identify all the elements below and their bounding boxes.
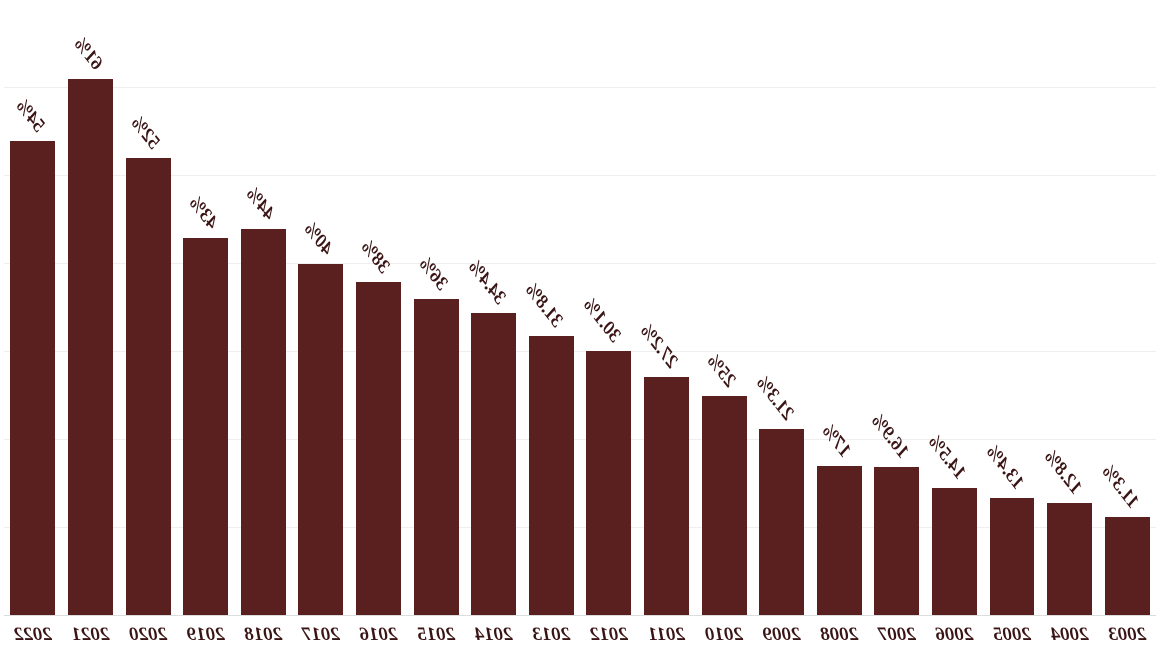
bar-value-label: 52% xyxy=(126,113,165,154)
bar-slot: 27.2% xyxy=(638,0,696,616)
bar-value-label: 17% xyxy=(817,421,856,462)
x-axis-tick-label: 2004 xyxy=(1041,616,1099,658)
bar-value-label: 36% xyxy=(414,254,453,295)
x-axis-tick-label: 2007 xyxy=(868,616,926,658)
bar: 16.9% xyxy=(874,467,919,616)
bar-slot: 12.8% xyxy=(1041,0,1099,616)
bar-value-label: 40% xyxy=(299,219,338,260)
bar-slot: 34.4% xyxy=(465,0,523,616)
x-axis-tick-label: 2019 xyxy=(177,616,235,658)
bar-value-label: 34.4% xyxy=(463,257,511,309)
bar-value-label: 16.9% xyxy=(866,411,914,463)
bar-value-label: 11.3% xyxy=(1097,461,1144,512)
bar-slot: 17% xyxy=(810,0,868,616)
bar: 14.5% xyxy=(932,488,977,616)
bar: 40% xyxy=(298,264,343,616)
x-axis-tick-label: 2020 xyxy=(119,616,177,658)
bar-slot: 13.4% xyxy=(983,0,1041,616)
bar: 17% xyxy=(817,466,862,616)
x-axis-tick-label: 2016 xyxy=(350,616,408,658)
x-axis-tick-label: 2014 xyxy=(465,616,523,658)
bar: 36% xyxy=(414,299,459,616)
bar-value-label: 27.2% xyxy=(635,320,683,372)
bar: 30.1% xyxy=(586,351,631,616)
x-axis-tick-label: 2006 xyxy=(926,616,984,658)
bar-slot: 44% xyxy=(235,0,293,616)
x-axis-tick-label: 2005 xyxy=(983,616,1041,658)
bar: 44% xyxy=(241,229,286,616)
bar-value-label: 43% xyxy=(183,192,222,233)
bar: 61% xyxy=(68,79,113,616)
plot-area: 11.3%12.8%13.4%14.5%16.9%17%21.3%25%27.2… xyxy=(4,0,1156,616)
bar: 21.3% xyxy=(759,429,804,616)
bar: 27.2% xyxy=(644,377,689,616)
bar: 11.3% xyxy=(1105,517,1150,616)
bar: 38% xyxy=(356,282,401,616)
bar-value-label: 12.8% xyxy=(1039,447,1087,499)
bar-value-label: 13.4% xyxy=(981,441,1029,493)
bar: 31.8% xyxy=(529,336,574,616)
bar-chart: 11.3%12.8%13.4%14.5%16.9%17%21.3%25%27.2… xyxy=(0,0,1160,658)
bars-row: 11.3%12.8%13.4%14.5%16.9%17%21.3%25%27.2… xyxy=(4,0,1156,616)
bar-value-label: 44% xyxy=(241,183,280,224)
bar-slot: 38% xyxy=(350,0,408,616)
bar-value-label: 14.5% xyxy=(923,432,971,484)
bar-slot: 14.5% xyxy=(926,0,984,616)
bar: 25% xyxy=(702,396,747,616)
x-axis-tick-label: 2012 xyxy=(580,616,638,658)
bar-slot: 16.9% xyxy=(868,0,926,616)
bar-slot: 21.3% xyxy=(753,0,811,616)
bar: 13.4% xyxy=(990,498,1035,616)
x-axis-tick-label: 2015 xyxy=(407,616,465,658)
bar: 43% xyxy=(183,238,228,616)
bar-slot: 61% xyxy=(62,0,120,616)
bar-slot: 52% xyxy=(119,0,177,616)
x-axis-tick-label: 2010 xyxy=(695,616,753,658)
x-axis-tick-label: 2021 xyxy=(62,616,120,658)
bar-slot: 31.8% xyxy=(522,0,580,616)
bar-slot: 36% xyxy=(407,0,465,616)
bar-value-label: 31.8% xyxy=(520,280,568,332)
bar-value-label: 25% xyxy=(702,351,741,392)
bar-value-label: 38% xyxy=(356,236,395,277)
bar-slot: 11.3% xyxy=(1098,0,1156,616)
bar: 34.4% xyxy=(471,313,516,616)
bar: 12.8% xyxy=(1047,503,1092,616)
x-axis-tick-label: 2017 xyxy=(292,616,350,658)
bar-value-label: 54% xyxy=(11,95,50,136)
x-axis-tick-label: 2008 xyxy=(810,616,868,658)
x-axis-tick-label: 2018 xyxy=(235,616,293,658)
bar: 52% xyxy=(126,158,171,616)
x-axis-labels: 2003200420052006200720082009201020112012… xyxy=(4,616,1156,658)
x-axis-tick-label: 2011 xyxy=(638,616,696,658)
bar-slot: 54% xyxy=(4,0,62,616)
bar-value-label: 61% xyxy=(68,34,107,75)
bar-value-label: 30.1% xyxy=(578,295,626,347)
bar: 54% xyxy=(10,141,55,616)
bar-slot: 25% xyxy=(695,0,753,616)
bar-slot: 43% xyxy=(177,0,235,616)
bar-value-label: 21.3% xyxy=(751,372,799,424)
bar-slot: 40% xyxy=(292,0,350,616)
x-axis-tick-label: 2022 xyxy=(4,616,62,658)
x-axis-tick-label: 2003 xyxy=(1098,616,1156,658)
bar-slot: 30.1% xyxy=(580,0,638,616)
x-axis-tick-label: 2013 xyxy=(522,616,580,658)
x-axis-tick-label: 2009 xyxy=(753,616,811,658)
